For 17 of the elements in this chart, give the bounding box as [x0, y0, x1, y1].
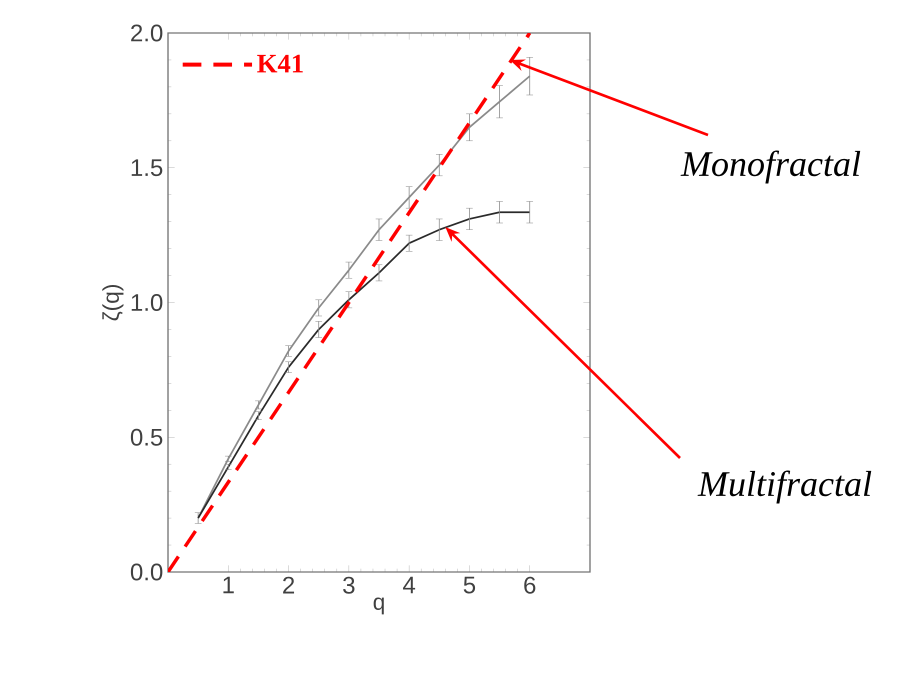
x-tick-label: 6	[524, 576, 536, 594]
y-tick-label: 1.5	[132, 159, 162, 176]
line-series	[197, 211, 531, 519]
y-tick-label: 0.5	[130, 428, 162, 446]
x-tick-label: 3	[343, 576, 354, 594]
legend-label: K41	[257, 54, 303, 72]
x-tick-label: 4	[403, 576, 416, 594]
x-tick-label: 5	[464, 576, 476, 594]
y-axis-title: ζ(q)	[102, 285, 124, 320]
annotation: Monofractal	[680, 150, 860, 184]
y-tick-label: 0.0	[130, 563, 162, 580]
x-tick-label: 2	[283, 576, 294, 594]
annotation: Multifractal	[698, 470, 872, 504]
x-axis-title: q	[374, 598, 384, 614]
y-tick-label: 1.0	[132, 294, 162, 311]
y-tick-label: 2.0	[131, 24, 162, 42]
x-tick-label: 1	[223, 576, 234, 594]
